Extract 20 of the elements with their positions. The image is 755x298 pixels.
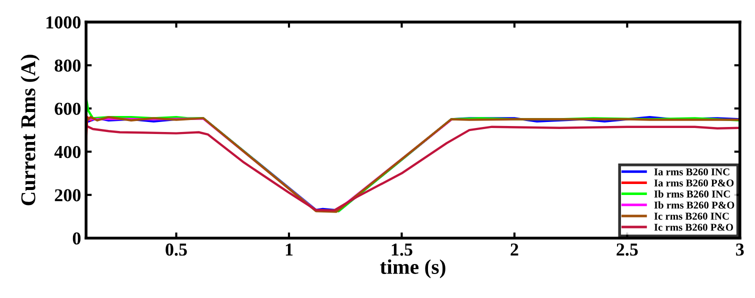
x-tick-label: 1.5: [392, 244, 412, 256]
y-tick-label: 1000: [46, 16, 81, 28]
x-tick-label: 2: [510, 244, 518, 256]
legend-label: Ib rms B260 P&O: [654, 201, 734, 209]
y-tick-label: 200: [54, 189, 81, 202]
y-tick-label: 800: [54, 60, 81, 72]
y-tick-label: 0: [72, 232, 81, 245]
legend-label: Ic rms B260 INC: [654, 212, 729, 220]
x-axis-title: time (s): [380, 259, 446, 278]
legend-label: Ia rms B260 INC: [654, 168, 730, 176]
legend-label: Ib rms B260 INC: [654, 190, 730, 198]
y-axis-title: Current Rms (A): [20, 54, 40, 206]
y-tick-label: 400: [54, 146, 81, 158]
x-tick-label: 3: [736, 244, 744, 256]
x-tick-label: 2.5: [616, 244, 638, 256]
legend-label: Ia rms B260 P&O: [654, 179, 734, 186]
x-tick-label: 0.5: [166, 243, 187, 256]
x-tick-label: 1: [286, 244, 293, 256]
y-tick-label: 600: [54, 102, 81, 115]
legend-label: Ic rms B260 P&O: [654, 224, 734, 231]
